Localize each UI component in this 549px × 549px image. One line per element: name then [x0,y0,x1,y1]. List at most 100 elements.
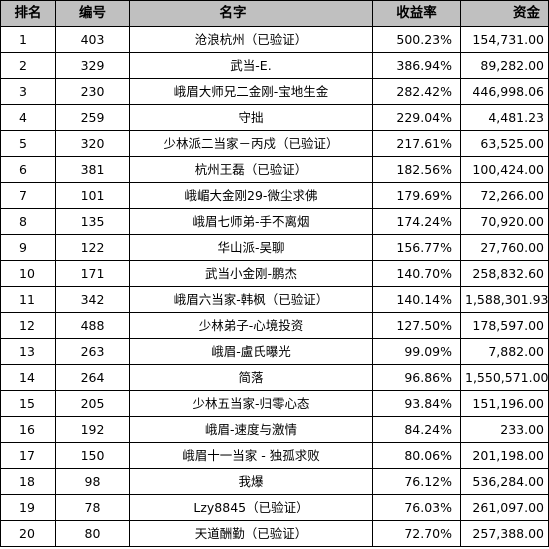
table-body: 1 403 沧浪杭州（已验证） 500.23% 154,731.00 2 329 武当-E. 3… [0,26,549,547]
fund-cell: 536,284.00 [460,468,549,495]
fund-cell: 27,760.00 [460,234,549,261]
rank-cell: 6 [0,156,56,183]
fund-cell: 201,198.00 [460,442,549,469]
name-cell: 峨眉-速度与激情 [129,416,373,443]
table-row: 16 192 峨眉-速度与激情 84.24% 233.00 [0,416,549,443]
fund-cell: 7,882.00 [460,338,549,365]
code-cell: 264 [55,364,130,391]
code-cell: 171 [55,260,130,287]
rank-cell: 12 [0,312,56,339]
name-cell: 少林派二当家－丙戍（已验证） [129,130,373,157]
rate-cell: 127.50% [372,312,461,339]
name-cell: 武当-E. [129,52,373,79]
rate-cell: 96.86% [372,364,461,391]
rate-cell: 76.03% [372,494,461,521]
code-cell: 98 [55,468,130,495]
fund-cell: 1,550,571.00 [460,364,549,391]
name-cell: 天道酬勤（已验证） [129,520,373,547]
rank-cell: 8 [0,208,56,235]
rate-cell: 182.56% [372,156,461,183]
fund-cell: 154,731.00 [460,26,549,53]
column-header-rank[interactable]: 排名 [0,0,56,27]
table-row: 7 101 峨嵋大金刚29-微尘求佛 179.69% 72,266.00 [0,182,549,209]
column-header-name[interactable]: 名字 [129,0,373,27]
name-cell: 峨眉七师弟-手不离烟 [129,208,373,235]
fund-cell: 72,266.00 [460,182,549,209]
name-cell: 简落 [129,364,373,391]
rate-cell: 179.69% [372,182,461,209]
code-cell: 78 [55,494,130,521]
code-cell: 263 [55,338,130,365]
table-row: 11 342 峨眉六当家-韩枫（已验证） 140.14% 1,588,301.93 [0,286,549,313]
table-row: 2 329 武当-E. 386.94% 89,282.00 [0,52,549,79]
fund-cell: 70,920.00 [460,208,549,235]
rank-cell: 18 [0,468,56,495]
table-row: 3 230 峨眉大师兄二金刚-宝地生金 282.42% 446,998.06 [0,78,549,105]
fund-cell: 178,597.00 [460,312,549,339]
rate-cell: 174.24% [372,208,461,235]
table-row: 8 135 峨眉七师弟-手不离烟 174.24% 70,920.00 [0,208,549,235]
name-cell: 我爆 [129,468,373,495]
rank-cell: 13 [0,338,56,365]
rate-cell: 282.42% [372,78,461,105]
rate-cell: 500.23% [372,26,461,53]
table-row: 17 150 峨眉十一当家 - 独孤求败 80.06% 201,198.00 [0,442,549,469]
code-cell: 101 [55,182,130,209]
code-cell: 381 [55,156,130,183]
table-row: 10 171 武当小金刚-鹏杰 140.70% 258,832.60 [0,260,549,287]
rate-cell: 76.12% [372,468,461,495]
table-row: 13 263 峨眉-盧氏曝光 99.09% 7,882.00 [0,338,549,365]
rank-cell: 19 [0,494,56,521]
table-row: 12 488 少林弟子-心境投资 127.50% 178,597.00 [0,312,549,339]
rate-cell: 140.14% [372,286,461,313]
column-header-code[interactable]: 编号 [55,0,130,27]
code-cell: 259 [55,104,130,131]
fund-cell: 63,525.00 [460,130,549,157]
column-header-fund[interactable]: 资金 [460,0,549,27]
table-row: 15 205 少林五当家-归零心态 93.84% 151,196.00 [0,390,549,417]
rank-cell: 14 [0,364,56,391]
code-cell: 205 [55,390,130,417]
table-row: 18 98 我爆 76.12% 536,284.00 [0,468,549,495]
name-cell: 峨眉大师兄二金刚-宝地生金 [129,78,373,105]
name-cell: 少林弟子-心境投资 [129,312,373,339]
table-row: 5 320 少林派二当家－丙戍（已验证） 217.61% 63,525.00 [0,130,549,157]
rank-cell: 7 [0,182,56,209]
table-row: 20 80 天道酬勤（已验证） 72.70% 257,388.00 [0,520,549,547]
code-cell: 80 [55,520,130,547]
table-row: 6 381 杭州王磊（已验证） 182.56% 100,424.00 [0,156,549,183]
rank-cell: 2 [0,52,56,79]
rank-cell: 10 [0,260,56,287]
name-cell: Lzy8845（已验证） [129,494,373,521]
rate-cell: 93.84% [372,390,461,417]
rank-cell: 16 [0,416,56,443]
rate-cell: 229.04% [372,104,461,131]
fund-cell: 261,097.00 [460,494,549,521]
code-cell: 403 [55,26,130,53]
name-cell: 少林五当家-归零心态 [129,390,373,417]
fund-cell: 258,832.60 [460,260,549,287]
table-row: 9 122 华山派-吴聊 156.77% 27,760.00 [0,234,549,261]
rate-cell: 217.61% [372,130,461,157]
rank-cell: 20 [0,520,56,547]
column-header-rate[interactable]: 收益率 [372,0,461,27]
code-cell: 488 [55,312,130,339]
rank-cell: 4 [0,104,56,131]
table-row: 4 259 守拙 229.04% 4,481.23 [0,104,549,131]
name-cell: 杭州王磊（已验证） [129,156,373,183]
name-cell: 守拙 [129,104,373,131]
fund-cell: 233.00 [460,416,549,443]
fund-cell: 89,282.00 [460,52,549,79]
code-cell: 342 [55,286,130,313]
name-cell: 峨嵋大金刚29-微尘求佛 [129,182,373,209]
rank-cell: 17 [0,442,56,469]
table-row: 1 403 沧浪杭州（已验证） 500.23% 154,731.00 [0,26,549,53]
fund-cell: 151,196.00 [460,390,549,417]
fund-cell: 4,481.23 [460,104,549,131]
code-cell: 329 [55,52,130,79]
rate-cell: 99.09% [372,338,461,365]
rank-cell: 1 [0,26,56,53]
fund-cell: 257,388.00 [460,520,549,547]
rank-cell: 3 [0,78,56,105]
rate-cell: 386.94% [372,52,461,79]
